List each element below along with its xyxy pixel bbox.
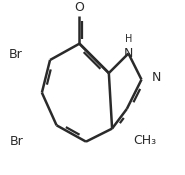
Text: Br: Br [10, 135, 24, 148]
Text: Br: Br [9, 48, 22, 61]
Text: N: N [124, 47, 133, 60]
Text: CH₃: CH₃ [133, 134, 157, 146]
Text: N: N [151, 71, 161, 85]
Text: H: H [125, 34, 132, 44]
Text: O: O [75, 1, 84, 14]
